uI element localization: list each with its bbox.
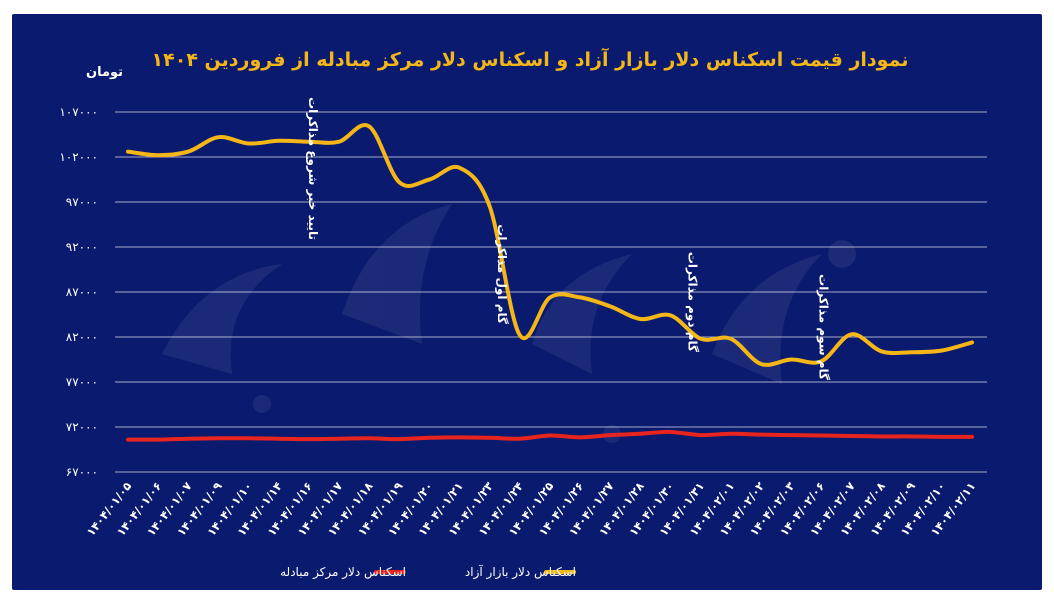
y-tick-label: ۱۰۲۰۰۰ xyxy=(59,150,98,164)
y-axis-ticks: ۶۷۰۰۰ ۷۲۰۰۰ ۷۷۰۰۰ ۸۲۰۰۰ ۸۷۰۰۰ ۹۲۰۰۰ ۹۷۰۰۰ ۱۰۲۰۰… xyxy=(59,105,98,479)
series-lines xyxy=(126,123,974,442)
gridlines xyxy=(115,111,987,473)
annotation-label: تایید خبر شروع مذاکرات xyxy=(305,97,320,240)
y-tick-label: ۷۷۰۰۰ xyxy=(66,375,98,389)
chart-title: نمودار قیمت اسکناس دلار بازار آزاد و اسک… xyxy=(152,47,909,71)
legend: اسکناس دلار مرکز مبادله اسکناس دلار بازا… xyxy=(280,564,576,580)
annotation-label: گام دوم مذاکرات xyxy=(685,252,700,352)
chart-panel: نمودار قیمت اسکناس دلار بازار آزاد و اسک… xyxy=(12,14,1042,590)
y-axis-label: تومان xyxy=(86,65,123,80)
annotation-label: گام سوم مذاکرات xyxy=(815,274,830,380)
watermark-logo xyxy=(162,204,856,443)
series-line-exchange-center xyxy=(126,429,974,442)
legend-label-free: اسکناس دلار بازار آزاد xyxy=(465,564,576,580)
series-line-free-market xyxy=(126,123,974,367)
y-tick-label: ۹۷۰۰۰ xyxy=(66,195,98,209)
annotation-label: گام اول مذاکرات xyxy=(494,224,509,324)
y-tick-label: ۸۷۰۰۰ xyxy=(66,285,98,299)
x-axis-ticks: ۱۴۰۴/۰۱/۰۵۱۴۰۴/۰۱/۰۶۱۴۰۴/۰۱/۰۷۱۴۰۴/۰۱/۰۹… xyxy=(84,479,979,538)
y-tick-label: ۱۰۷۰۰۰ xyxy=(59,105,98,119)
y-tick-label: ۸۲۰۰۰ xyxy=(66,330,98,344)
y-tick-label: ۷۲۰۰۰ xyxy=(66,420,98,434)
annotations: تایید خبر شروع مذاکرات گام اول مذاکرات گام… xyxy=(305,97,830,380)
legend-label-official: اسکناس دلار مرکز مبادله xyxy=(280,565,406,580)
y-tick-label: ۶۷۰۰۰ xyxy=(66,465,98,479)
y-tick-label: ۹۲۰۰۰ xyxy=(66,240,98,254)
line-chart: نمودار قیمت اسکناس دلار بازار آزاد و اسک… xyxy=(59,47,987,580)
